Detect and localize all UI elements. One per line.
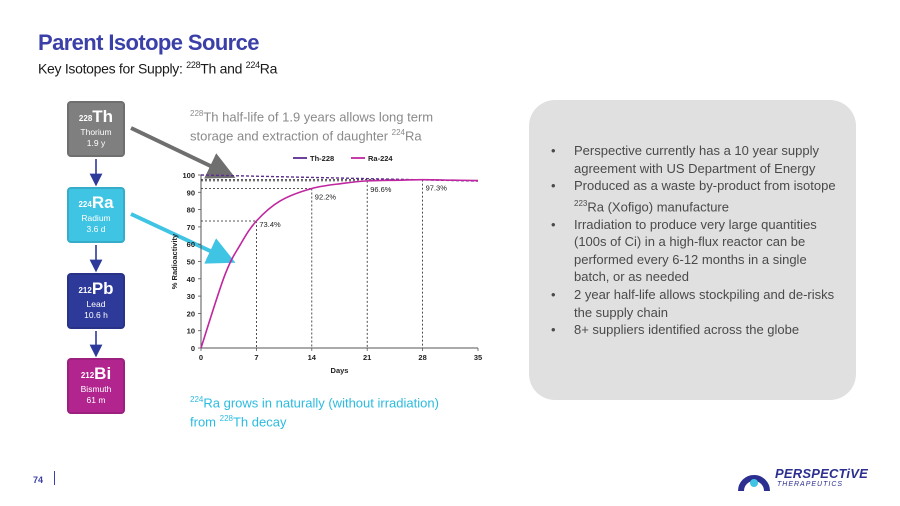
subtitle-th-mass: 228	[186, 60, 201, 70]
logo-brand: PERSPECTiVE	[775, 466, 868, 481]
logo-mark-icon	[738, 475, 770, 492]
bullet-item: Produced as a waste by-product from isot…	[551, 177, 841, 216]
isotope-element: Pb	[91, 279, 114, 298]
bullet-item: 2 year half-life allows stockpiling and …	[551, 286, 841, 321]
data-label: 96.6%	[370, 185, 392, 194]
note-mass: 224	[190, 395, 204, 404]
note-text: Th half-life of 1.9 years allows long te…	[203, 109, 434, 125]
note-text: Th decay	[232, 414, 287, 430]
x-tick-label: 21	[363, 353, 371, 362]
isotope-symbol: 212Bi	[69, 364, 123, 384]
isotope-element: Th	[92, 107, 114, 126]
isotope-half-life: 10.6 h	[84, 310, 108, 320]
isotope-box-lead: 212Pb Lead 10.6 h	[67, 273, 125, 329]
x-tick-label: 28	[418, 353, 426, 362]
isotope-half-life: 1.9 y	[86, 138, 106, 148]
note-mass: 228	[190, 109, 204, 118]
isotope-mass: 228	[78, 114, 93, 123]
y-tick-label: 10	[187, 327, 195, 336]
y-tick-label: 20	[187, 309, 195, 318]
y-tick-label: 0	[191, 344, 195, 353]
isotope-half-life: 3.6 d	[86, 224, 106, 234]
subtitle-th-symbol: Th	[200, 60, 217, 77]
bullet-item: 8+ suppliers identified across the globe	[551, 321, 841, 339]
company-logo: PERSPECTiVE THERAPEUTICS	[737, 463, 869, 493]
y-tick-label: 90	[187, 188, 195, 197]
bullet-text: Produced as a waste by-product from isot…	[574, 178, 836, 194]
isotope-name: Radium	[81, 213, 111, 223]
isotope-box-bismuth: 212Bi Bismuth 61 m	[67, 358, 125, 414]
y-tick-label: 60	[187, 240, 195, 249]
y-tick-label: 100	[182, 171, 195, 180]
y-tick-label: 50	[187, 258, 195, 267]
note-text: storage and extraction of daughter	[190, 128, 392, 144]
ingrowth-chart: 0 10 20 30 40 50 60 70 80 90 100 0 7 14 21 28 35 Days % Ra…	[170, 154, 482, 375]
x-axis-title: Days	[331, 366, 349, 375]
y-tick-label: 80	[187, 206, 195, 215]
y-axis-title: % Radioactivity	[170, 233, 179, 289]
isotope-mass: 212	[78, 286, 92, 295]
bullet-item: Irradiation to produce very large quanti…	[551, 216, 841, 286]
bullet-list: Perspective currently has a 10 year supp…	[551, 142, 841, 339]
legend-label: Th-228	[310, 154, 334, 163]
x-tick-label: 7	[254, 353, 258, 362]
x-tick-label: 14	[308, 353, 317, 362]
isotope-box-radium: 224Ra Radium 3.6 d	[67, 187, 125, 243]
note-th-half-life: 228Th half-life of 1.9 years allows long…	[190, 106, 500, 145]
data-label: 92.2%	[315, 192, 337, 201]
note-mass: 228	[219, 414, 233, 424]
legend-label: Ra-224	[368, 154, 393, 163]
logo-subtitle: THERAPEUTICS	[777, 481, 844, 488]
note-ra-ingrowth: 224Ra grows in naturally (without irradi…	[190, 392, 510, 431]
isotope-name: Lead	[86, 299, 106, 309]
series-line-ra224	[200, 178, 479, 349]
data-label: 97.3%	[426, 184, 448, 193]
isotope-symbol: 224Ra	[69, 193, 123, 213]
y-tick-label: 70	[187, 223, 195, 232]
isotope-element: Ra	[91, 193, 114, 212]
data-label: 73.4%	[259, 220, 281, 229]
page-title: Parent Isotope Source	[38, 30, 260, 55]
isotope-box-thorium: 228Th Thorium 1.9 y	[67, 101, 125, 157]
info-panel: Perspective currently has a 10 year supp…	[529, 100, 856, 400]
x-tick-label: 35	[474, 353, 482, 362]
subtitle-ra-mass: 224	[245, 60, 260, 70]
note-text: from	[190, 414, 220, 430]
isotope-mass: 224	[78, 200, 92, 209]
y-tick-label: 30	[187, 292, 195, 301]
page-divider	[54, 471, 55, 485]
subtitle-prefix: Key Isotopes for Supply:	[38, 60, 187, 77]
bullet-mass: 223	[574, 198, 588, 208]
y-tick-label: 40	[187, 275, 195, 284]
note-text: Ra	[405, 128, 422, 144]
page-subtitle: Key Isotopes for Supply: 228Th and 224Ra	[38, 60, 277, 77]
bullet-text: Ra (Xofigo) manufacture	[587, 199, 729, 215]
isotope-element: Bi	[94, 364, 112, 383]
isotope-name: Bismuth	[80, 384, 112, 394]
isotope-symbol: 228Th	[69, 107, 123, 127]
isotope-mass: 212	[80, 371, 95, 380]
x-tick-label: 0	[199, 353, 203, 362]
note-text: Ra grows in naturally (without irradiati…	[203, 395, 439, 411]
page-number: 74	[33, 475, 44, 485]
isotope-half-life: 61 m	[86, 395, 106, 405]
subtitle-join: and	[216, 60, 246, 77]
subtitle-ra-symbol: Ra	[259, 60, 278, 77]
bullet-item: Perspective currently has a 10 year supp…	[551, 142, 841, 177]
isotope-name: Thorium	[80, 127, 112, 137]
isotope-symbol: 212Pb	[69, 279, 123, 299]
note-mass: 224	[391, 128, 405, 138]
